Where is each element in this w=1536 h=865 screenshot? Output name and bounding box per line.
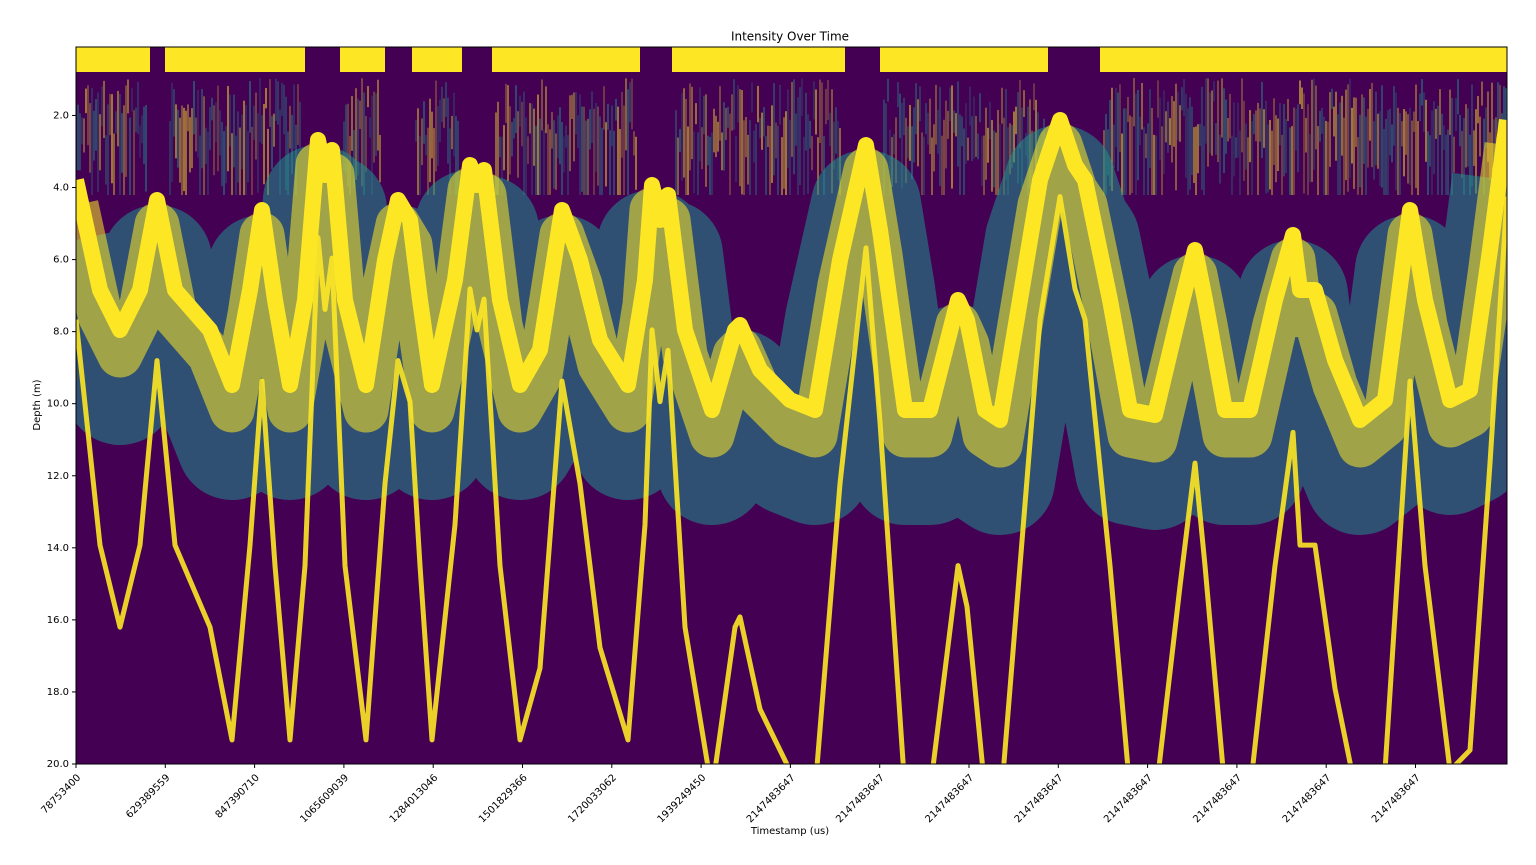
x-tick-label: 2147483647 [745,772,798,825]
surface-band [76,47,150,72]
x-tick-label: 78753400 [39,772,83,816]
x-tick-label: 1284013046 [388,772,441,825]
y-tick-label: 14.0 [47,543,69,554]
x-tick-label: 847390710 [214,772,262,820]
surface-line [76,72,1507,75]
x-tick-label: 1501829366 [477,772,530,825]
surface-band [340,47,385,72]
second-echo [76,194,1507,764]
x-tick-label: 1065609039 [298,772,351,825]
surface-band [165,47,305,72]
x-tick-label: 629389559 [124,772,172,820]
surface-band [412,47,462,72]
x-tick-label: 2147483647 [1102,772,1155,825]
bottom-echo [76,112,1507,428]
x-axis-label: Timestamp (us) [750,826,829,837]
x-tick-label: 2147483647 [1191,772,1244,825]
surface-band [492,47,640,72]
surface-band [672,47,845,72]
y-tick-label: 10.0 [47,399,69,410]
x-tick-label: 2147483647 [1013,772,1066,825]
y-tick-label: 6.0 [53,255,69,266]
x-tick-label: 2147483647 [1370,772,1423,825]
y-tick-label: 4.0 [53,183,69,194]
y-tick-label: 2.0 [53,110,69,121]
y-tick-label: 8.0 [53,327,69,338]
y-tick-label: 20.0 [47,759,69,770]
y-tick-label: 16.0 [47,615,69,626]
chart-title: Intensity Over Time [731,30,849,44]
x-tick-label: 2147483647 [834,772,887,825]
y-tick-label: 12.0 [47,471,69,482]
x-tick-label: 2147483647 [1281,772,1334,825]
surface-band [1100,47,1507,72]
x-tick-label: 1939249450 [656,772,709,825]
y-axis-label: Depth (m) [32,379,43,430]
heatmap-image [76,47,1507,764]
y-tick-label: 18.0 [47,687,69,698]
surface-band [880,47,1048,72]
x-tick-label: 2147483647 [923,772,976,825]
x-tick-label: 1720033062 [566,772,619,825]
plot-frame [75,46,1508,765]
